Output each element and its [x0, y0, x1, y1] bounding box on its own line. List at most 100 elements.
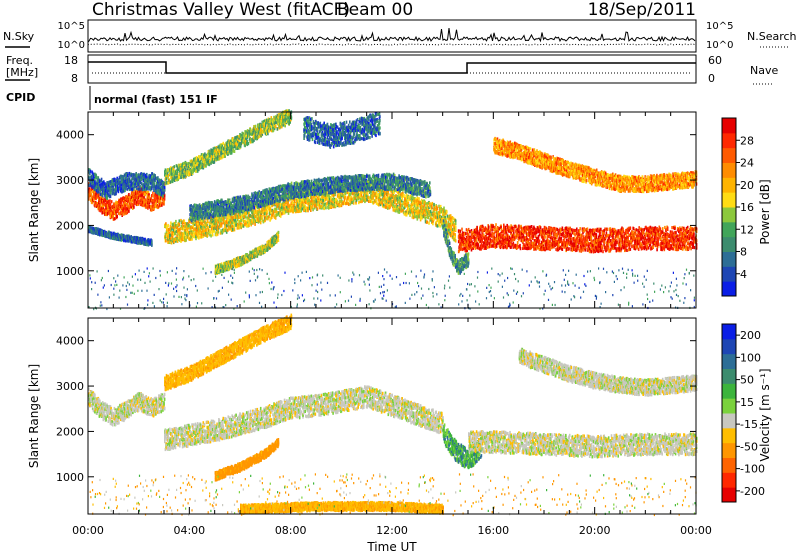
range-cell — [266, 189, 268, 192]
range-cell — [405, 205, 407, 208]
range-cell — [249, 196, 251, 199]
range-cell — [122, 213, 124, 216]
range-cell — [133, 206, 135, 209]
noise-right-tick-top: 10^5 — [706, 21, 733, 32]
range-cell — [136, 187, 138, 190]
range-cell — [403, 194, 405, 197]
range-cell — [209, 213, 211, 216]
range-cell — [310, 206, 312, 209]
range-cell — [240, 219, 242, 222]
range-cell — [139, 185, 141, 188]
range-cell — [128, 193, 130, 196]
range-cell — [204, 229, 206, 232]
range-cell — [194, 203, 196, 206]
range-cell — [335, 204, 337, 207]
range-cell — [260, 221, 262, 224]
range-cell — [164, 197, 166, 200]
range-cell — [151, 176, 153, 179]
freq-panel-frame — [88, 55, 696, 83]
range-cell — [210, 234, 212, 237]
range-cell — [214, 200, 216, 203]
range-cell — [179, 223, 181, 226]
range-cell — [314, 204, 316, 207]
range-cell — [193, 228, 195, 231]
range-cell — [228, 223, 230, 226]
range-cell — [101, 211, 103, 214]
range-cell — [446, 210, 448, 213]
range-cell — [212, 233, 214, 236]
range-cell — [439, 224, 441, 227]
range-cell — [306, 209, 308, 212]
range-cell — [232, 228, 234, 231]
nave-right-tick-top: 60 — [708, 54, 722, 67]
range-cell — [234, 228, 236, 231]
range-cell — [165, 222, 167, 225]
range-cell — [110, 195, 112, 198]
range-cell — [106, 197, 108, 200]
range-cell — [118, 190, 120, 193]
freq-label-2: [MHz] — [6, 66, 38, 79]
range-cell — [163, 191, 165, 194]
range-cell — [328, 207, 330, 210]
range-cell — [372, 196, 374, 199]
noise-panel-frame — [88, 20, 696, 52]
noise-left-tick-bottom: 10^0 — [58, 40, 85, 51]
freq-left-tick-top: 18 — [64, 54, 78, 67]
range-cell — [116, 215, 118, 218]
noise-left-label: N.Sky — [3, 30, 35, 43]
range-cell — [110, 209, 112, 212]
range-cell — [90, 170, 92, 173]
range-cell — [209, 216, 211, 219]
range-cell — [210, 231, 212, 234]
range-cell — [450, 214, 452, 217]
range-cell — [420, 217, 422, 220]
range-cell — [267, 210, 269, 213]
noise-left-tick-top: 10^5 — [58, 21, 85, 32]
noise-search-trace — [88, 44, 695, 45]
range-cell — [276, 210, 278, 213]
range-cell — [198, 236, 200, 239]
range-cell — [325, 206, 327, 209]
range-cell — [179, 219, 181, 222]
range-cell — [407, 199, 409, 202]
range-cell — [432, 202, 434, 205]
range-cell — [245, 215, 247, 218]
range-cell — [447, 215, 449, 218]
range-cell — [221, 222, 223, 225]
range-cell — [418, 197, 420, 200]
range-cell — [297, 205, 299, 208]
range-cell — [414, 204, 416, 207]
range-cell — [111, 200, 113, 203]
range-cell — [253, 206, 255, 209]
range-cell — [428, 222, 430, 225]
range-cell — [312, 208, 314, 211]
range-cell — [191, 237, 193, 240]
range-cell — [367, 192, 369, 195]
noise-right-label: N.Search — [747, 30, 797, 43]
range-cell — [321, 205, 323, 208]
range-cell — [226, 224, 228, 227]
freq-left-tick-bottom: 8 — [71, 72, 78, 85]
range-cell — [115, 192, 117, 195]
range-cell — [430, 210, 432, 213]
range-cell — [427, 220, 429, 223]
range-cell — [454, 233, 456, 236]
range-cell — [164, 186, 166, 189]
cpid-label: CPID — [6, 91, 35, 104]
range-cell — [175, 220, 177, 223]
range-cell — [323, 207, 325, 210]
range-cell — [192, 218, 194, 221]
range-cell — [205, 214, 207, 217]
range-cell — [455, 239, 457, 242]
range-cell — [399, 211, 401, 214]
nave-right-tick-bottom: 0 — [708, 72, 715, 85]
range-cell — [455, 222, 457, 225]
range-cell — [167, 224, 169, 227]
range-cell — [351, 201, 353, 204]
range-cell — [91, 194, 93, 197]
range-cell — [358, 201, 360, 204]
range-cell — [231, 225, 233, 228]
range-cell — [264, 204, 266, 207]
range-cell — [168, 228, 170, 231]
